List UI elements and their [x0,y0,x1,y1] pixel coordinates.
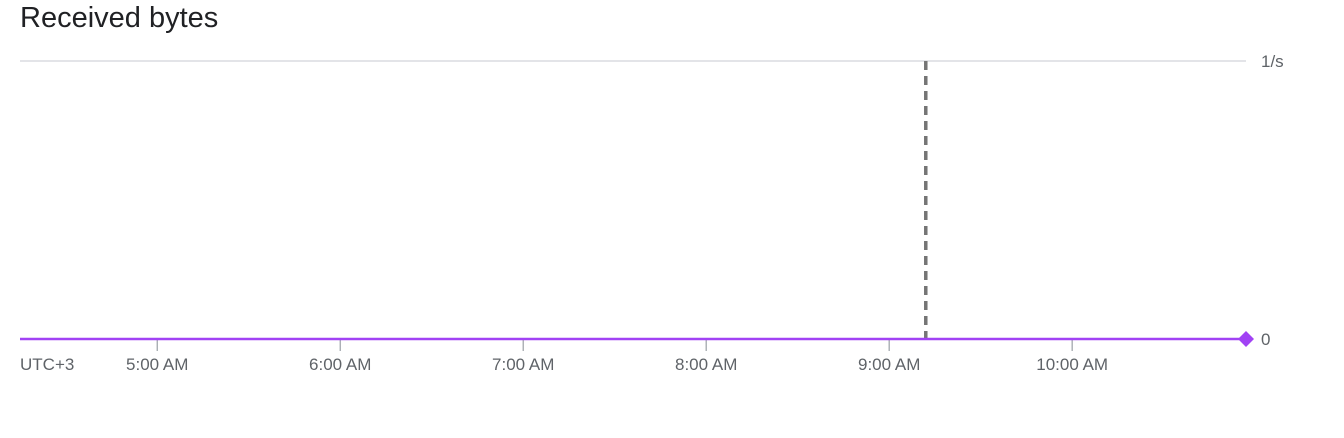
y-tick-label: 0 [1261,330,1270,349]
x-tick-label: 6:00 AM [309,355,371,374]
chart-title: Received bytes [20,2,219,34]
series-endpoint-diamond [1238,331,1254,347]
y-tick-label: 1/s [1261,52,1284,71]
x-tick-label: 10:00 AM [1036,355,1108,374]
timezone-label: UTC+3 [20,355,74,374]
x-tick-label: 9:00 AM [858,355,920,374]
x-tick-label: 5:00 AM [126,355,188,374]
x-tick-label: 8:00 AM [675,355,737,374]
x-tick-label: 7:00 AM [492,355,554,374]
